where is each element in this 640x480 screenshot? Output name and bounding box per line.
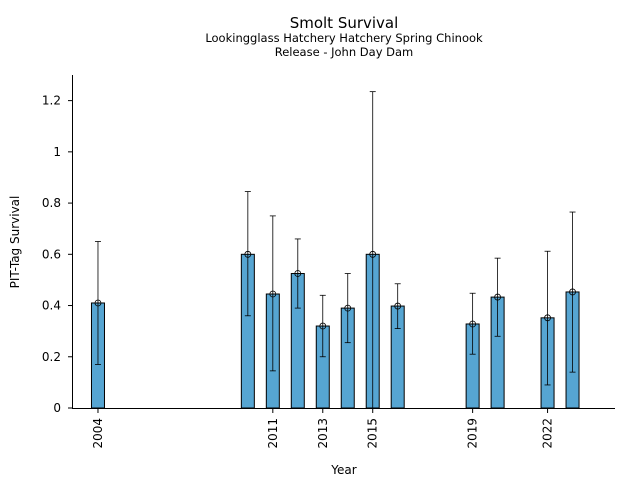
- y-tick-label-0: 0: [53, 401, 61, 415]
- y-axis-label: PIT-Tag Survival: [8, 196, 22, 289]
- marker-2023: [569, 288, 576, 296]
- chart-subtitle-line-1: Lookingglass Hatchery Hatchery Spring Ch…: [205, 31, 483, 45]
- marker-2015: [369, 250, 377, 258]
- y-tick-label-3: 0.6: [42, 247, 61, 261]
- marker-2022: [544, 314, 551, 322]
- marker-2016: [394, 302, 402, 310]
- x-tick-label-5: 2022: [541, 418, 555, 449]
- x-tick-label-2: 2013: [316, 418, 330, 449]
- y-tick-label-6: 1.2: [42, 94, 61, 108]
- y-tick-label-1: 0.2: [42, 350, 61, 364]
- y-ticks: 0 0.2 0.4 0.6 0.8 1 1.2: [42, 94, 73, 415]
- x-ticks: 2004 2011 2013 2015 2019 2022: [91, 408, 555, 449]
- x-tick-label-0: 2004: [91, 418, 105, 449]
- y-tick-label-4: 0.8: [42, 196, 61, 210]
- marker-2010: [244, 250, 252, 258]
- bars-layer: [90, 253, 580, 409]
- marker-2019: [469, 320, 477, 328]
- y-tick-label-2: 0.4: [42, 299, 61, 313]
- marker-2004: [94, 299, 102, 307]
- error-bars-layer: [94, 91, 576, 409]
- chart-subtitle-line-2: Release - John Day Dam: [275, 45, 414, 59]
- markers-layer: [94, 250, 576, 330]
- x-tick-label-1: 2011: [266, 418, 280, 449]
- marker-2013: [319, 322, 327, 330]
- marker-2014: [344, 304, 352, 312]
- x-tick-label-3: 2015: [366, 418, 380, 449]
- x-tick-label-4: 2019: [466, 418, 480, 449]
- marker-2012: [294, 270, 302, 277]
- marker-2020: [494, 293, 502, 301]
- y-tick-label-5: 1: [53, 145, 61, 159]
- marker-2011: [269, 290, 277, 298]
- x-axis-label: Year: [330, 463, 356, 477]
- chart-title: Smolt Survival: [290, 14, 399, 32]
